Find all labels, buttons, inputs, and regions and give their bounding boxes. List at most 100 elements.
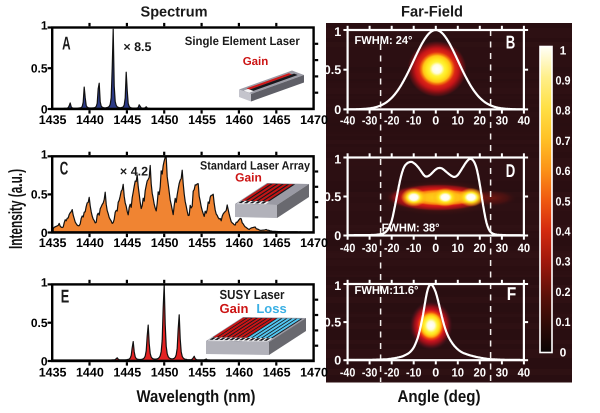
svg-text:F: F xyxy=(507,283,517,304)
svg-text:Gain: Gain xyxy=(235,170,262,184)
svg-text:1440: 1440 xyxy=(76,365,104,379)
svg-text:1465: 1465 xyxy=(263,236,291,250)
svg-text:Intensity (a.u.): Intensity (a.u.) xyxy=(6,169,27,249)
svg-text:C: C xyxy=(60,158,69,179)
svg-text:1470: 1470 xyxy=(300,236,328,250)
svg-text:0.5: 0.5 xyxy=(324,63,341,77)
svg-text:1: 1 xyxy=(41,275,48,289)
svg-text:1460: 1460 xyxy=(225,113,253,127)
svg-text:D: D xyxy=(506,160,516,181)
svg-text:0.5: 0.5 xyxy=(324,316,341,330)
svg-text:0: 0 xyxy=(41,226,48,240)
svg-text:1440: 1440 xyxy=(76,236,104,250)
svg-text:-40: -40 xyxy=(340,241,356,255)
svg-text:20: 20 xyxy=(474,114,487,128)
svg-text:30: 30 xyxy=(496,365,509,379)
svg-text:0: 0 xyxy=(334,354,341,368)
svg-text:× 4.2: × 4.2 xyxy=(120,165,148,179)
svg-text:0: 0 xyxy=(432,114,439,128)
svg-text:Single Element Laser: Single Element Laser xyxy=(185,34,300,48)
svg-text:1455: 1455 xyxy=(188,365,216,379)
svg-text:-30: -30 xyxy=(362,365,378,379)
svg-text:-20: -20 xyxy=(384,114,400,128)
svg-text:0.5: 0.5 xyxy=(556,194,571,208)
svg-text:-10: -10 xyxy=(406,114,422,128)
svg-text:10: 10 xyxy=(452,241,465,255)
svg-text:10: 10 xyxy=(452,114,465,128)
svg-text:FWHM: 38°: FWHM: 38° xyxy=(382,223,440,235)
svg-text:0.4: 0.4 xyxy=(556,225,571,239)
svg-text:-40: -40 xyxy=(340,114,356,128)
svg-text:0.9: 0.9 xyxy=(556,74,571,88)
svg-text:Standard Laser Array: Standard Laser Array xyxy=(200,159,310,173)
svg-text:1445: 1445 xyxy=(113,365,141,379)
svg-text:1465: 1465 xyxy=(263,113,291,127)
svg-text:E: E xyxy=(61,285,70,306)
svg-text:0.5: 0.5 xyxy=(31,62,48,76)
svg-text:0: 0 xyxy=(432,241,439,255)
svg-text:Loss: Loss xyxy=(256,301,286,316)
svg-text:0.5: 0.5 xyxy=(324,190,341,204)
svg-text:30: 30 xyxy=(496,114,509,128)
svg-text:0: 0 xyxy=(41,354,48,368)
svg-text:1435: 1435 xyxy=(39,236,67,250)
svg-text:0.7: 0.7 xyxy=(556,134,571,148)
svg-text:× 8.5: × 8.5 xyxy=(123,40,151,54)
svg-text:0.6: 0.6 xyxy=(556,164,571,178)
svg-text:40: 40 xyxy=(518,114,531,128)
svg-text:FWHM: 24°: FWHM: 24° xyxy=(355,35,413,47)
svg-text:1: 1 xyxy=(560,43,567,57)
svg-text:1440: 1440 xyxy=(76,113,104,127)
svg-text:0.1: 0.1 xyxy=(556,315,571,329)
svg-text:0: 0 xyxy=(432,365,439,379)
svg-text:0.2: 0.2 xyxy=(556,285,571,299)
svg-text:40: 40 xyxy=(518,241,531,255)
svg-text:1470: 1470 xyxy=(300,365,328,379)
svg-text:1465: 1465 xyxy=(263,365,291,379)
svg-text:Angle (deg): Angle (deg) xyxy=(398,387,481,406)
svg-text:1435: 1435 xyxy=(39,365,67,379)
svg-text:0: 0 xyxy=(334,229,341,243)
svg-text:0.8: 0.8 xyxy=(556,104,571,118)
svg-text:1: 1 xyxy=(41,147,48,161)
svg-text:10: 10 xyxy=(452,365,465,379)
svg-text:1450: 1450 xyxy=(151,113,179,127)
svg-text:Gain: Gain xyxy=(220,301,249,316)
svg-text:1435: 1435 xyxy=(39,113,67,127)
svg-text:1460: 1460 xyxy=(225,236,253,250)
svg-text:SUSY Laser: SUSY Laser xyxy=(220,287,285,302)
svg-text:1: 1 xyxy=(41,19,48,33)
svg-text:Gain: Gain xyxy=(243,56,269,68)
svg-text:1: 1 xyxy=(334,279,341,293)
svg-text:-20: -20 xyxy=(384,241,400,255)
svg-text:Far-Field: Far-Field xyxy=(401,4,463,21)
svg-text:1450: 1450 xyxy=(151,365,179,379)
svg-text:30: 30 xyxy=(496,241,509,255)
svg-text:1455: 1455 xyxy=(188,113,216,127)
svg-text:FWHM:11.6°: FWHM:11.6° xyxy=(355,285,419,297)
svg-text:0.5: 0.5 xyxy=(31,188,48,202)
svg-text:1460: 1460 xyxy=(225,365,253,379)
svg-text:0.3: 0.3 xyxy=(556,255,571,269)
svg-text:1445: 1445 xyxy=(113,236,141,250)
svg-text:A: A xyxy=(62,32,71,53)
svg-text:1450: 1450 xyxy=(151,236,179,250)
svg-text:-10: -10 xyxy=(406,365,422,379)
svg-text:-30: -30 xyxy=(362,241,378,255)
svg-text:1470: 1470 xyxy=(300,113,328,127)
svg-text:0: 0 xyxy=(560,345,567,359)
svg-text:-10: -10 xyxy=(406,241,422,255)
svg-text:1: 1 xyxy=(334,153,341,167)
svg-text:-20: -20 xyxy=(384,365,400,379)
svg-text:40: 40 xyxy=(518,365,531,379)
svg-text:0: 0 xyxy=(41,102,48,116)
svg-text:0: 0 xyxy=(334,103,341,117)
svg-text:1445: 1445 xyxy=(113,113,141,127)
svg-text:20: 20 xyxy=(474,241,487,255)
svg-text:20: 20 xyxy=(474,365,487,379)
svg-text:B: B xyxy=(506,32,516,53)
svg-text:1455: 1455 xyxy=(188,236,216,250)
svg-text:-30: -30 xyxy=(362,114,378,128)
svg-text:1: 1 xyxy=(334,25,341,39)
svg-text:Spectrum: Spectrum xyxy=(141,5,208,21)
